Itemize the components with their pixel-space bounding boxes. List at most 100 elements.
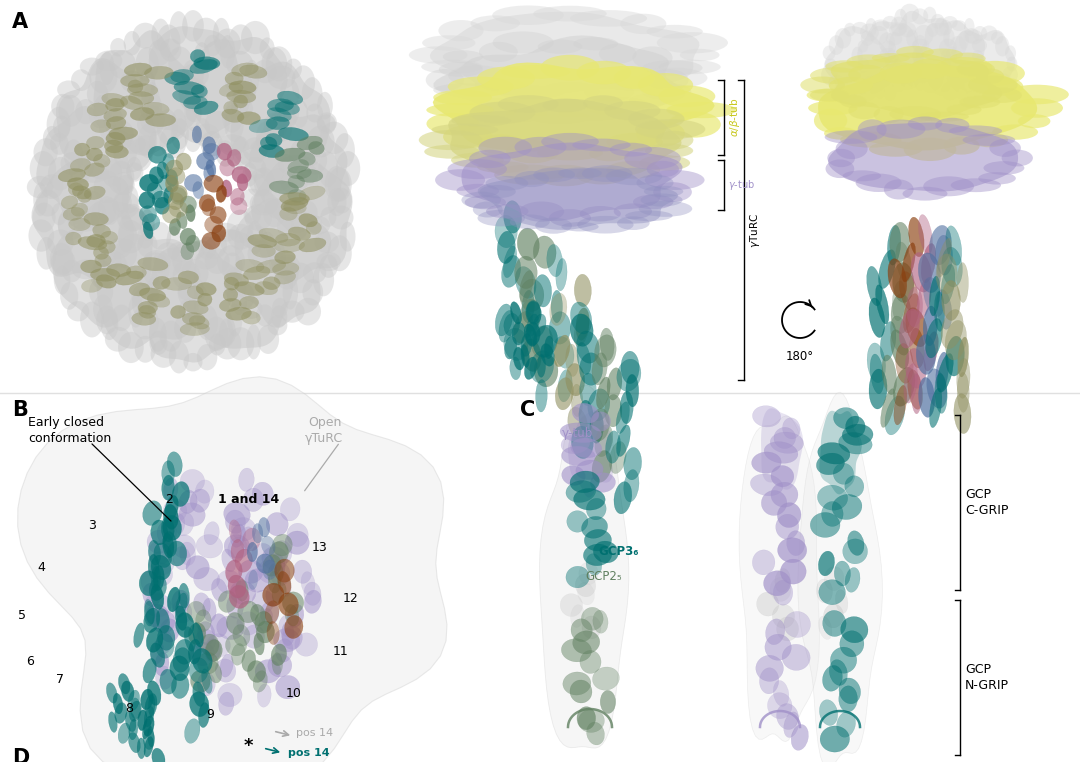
Ellipse shape (167, 541, 187, 566)
Ellipse shape (582, 616, 600, 639)
Polygon shape (97, 233, 198, 349)
Ellipse shape (54, 265, 70, 295)
Ellipse shape (51, 249, 76, 274)
Ellipse shape (137, 233, 158, 258)
Ellipse shape (232, 136, 249, 166)
Ellipse shape (570, 438, 602, 458)
Ellipse shape (33, 182, 48, 216)
Ellipse shape (151, 555, 171, 580)
Ellipse shape (274, 271, 296, 284)
Ellipse shape (469, 150, 511, 168)
Ellipse shape (146, 114, 176, 126)
Ellipse shape (427, 113, 480, 135)
Ellipse shape (278, 91, 302, 104)
Ellipse shape (98, 196, 117, 225)
Ellipse shape (217, 616, 244, 639)
Polygon shape (433, 35, 686, 118)
Ellipse shape (120, 96, 143, 110)
Ellipse shape (907, 370, 922, 409)
Ellipse shape (168, 193, 184, 210)
Ellipse shape (62, 260, 82, 283)
Ellipse shape (57, 81, 80, 99)
Ellipse shape (273, 540, 292, 564)
Ellipse shape (197, 152, 214, 170)
Ellipse shape (139, 191, 156, 209)
Ellipse shape (173, 648, 190, 672)
Ellipse shape (84, 213, 108, 226)
Ellipse shape (963, 91, 976, 107)
Ellipse shape (241, 21, 270, 54)
Ellipse shape (268, 563, 283, 585)
Ellipse shape (278, 573, 292, 597)
Ellipse shape (170, 219, 180, 235)
Ellipse shape (821, 65, 838, 85)
Ellipse shape (203, 136, 216, 154)
Ellipse shape (229, 520, 241, 543)
Ellipse shape (847, 54, 890, 69)
Ellipse shape (204, 110, 230, 139)
Ellipse shape (121, 681, 134, 702)
Ellipse shape (222, 252, 242, 282)
Polygon shape (31, 156, 137, 280)
Ellipse shape (256, 304, 274, 327)
Ellipse shape (433, 90, 492, 105)
Polygon shape (248, 112, 348, 233)
Ellipse shape (633, 194, 674, 210)
Ellipse shape (261, 47, 287, 79)
Ellipse shape (228, 575, 246, 598)
Ellipse shape (921, 66, 932, 82)
Ellipse shape (874, 76, 891, 88)
Ellipse shape (170, 514, 185, 536)
Text: B: B (12, 400, 28, 420)
Ellipse shape (180, 259, 208, 287)
Ellipse shape (923, 277, 944, 316)
Ellipse shape (218, 591, 237, 613)
Ellipse shape (171, 118, 189, 149)
Ellipse shape (179, 503, 205, 527)
Ellipse shape (521, 334, 531, 357)
Ellipse shape (854, 71, 873, 84)
Ellipse shape (912, 374, 921, 414)
Ellipse shape (566, 481, 596, 502)
Ellipse shape (185, 126, 201, 152)
Ellipse shape (166, 226, 181, 260)
Ellipse shape (931, 14, 945, 29)
Ellipse shape (957, 61, 995, 77)
Ellipse shape (86, 234, 106, 248)
Ellipse shape (579, 400, 593, 433)
Ellipse shape (973, 56, 987, 77)
Ellipse shape (150, 562, 173, 586)
Ellipse shape (949, 36, 967, 57)
Ellipse shape (287, 166, 311, 179)
Ellipse shape (254, 59, 278, 83)
Ellipse shape (144, 608, 160, 632)
Ellipse shape (57, 209, 84, 240)
Ellipse shape (881, 40, 896, 56)
Ellipse shape (957, 358, 970, 399)
Ellipse shape (602, 75, 673, 91)
Ellipse shape (150, 340, 176, 368)
Ellipse shape (954, 394, 971, 434)
Ellipse shape (558, 370, 572, 402)
Text: A: A (12, 12, 28, 32)
Ellipse shape (905, 348, 926, 388)
Ellipse shape (617, 216, 649, 230)
Ellipse shape (148, 540, 161, 565)
Ellipse shape (185, 174, 202, 191)
Ellipse shape (247, 240, 273, 267)
Ellipse shape (124, 63, 152, 76)
Ellipse shape (573, 488, 605, 510)
Ellipse shape (570, 10, 647, 27)
Ellipse shape (901, 77, 918, 88)
Ellipse shape (120, 70, 144, 92)
Ellipse shape (896, 65, 908, 83)
Ellipse shape (964, 18, 974, 36)
Ellipse shape (606, 431, 621, 463)
Ellipse shape (221, 549, 235, 572)
Ellipse shape (224, 288, 238, 302)
Ellipse shape (239, 224, 268, 248)
Ellipse shape (937, 354, 954, 392)
Ellipse shape (836, 139, 867, 159)
Ellipse shape (921, 243, 936, 283)
Ellipse shape (961, 75, 976, 92)
